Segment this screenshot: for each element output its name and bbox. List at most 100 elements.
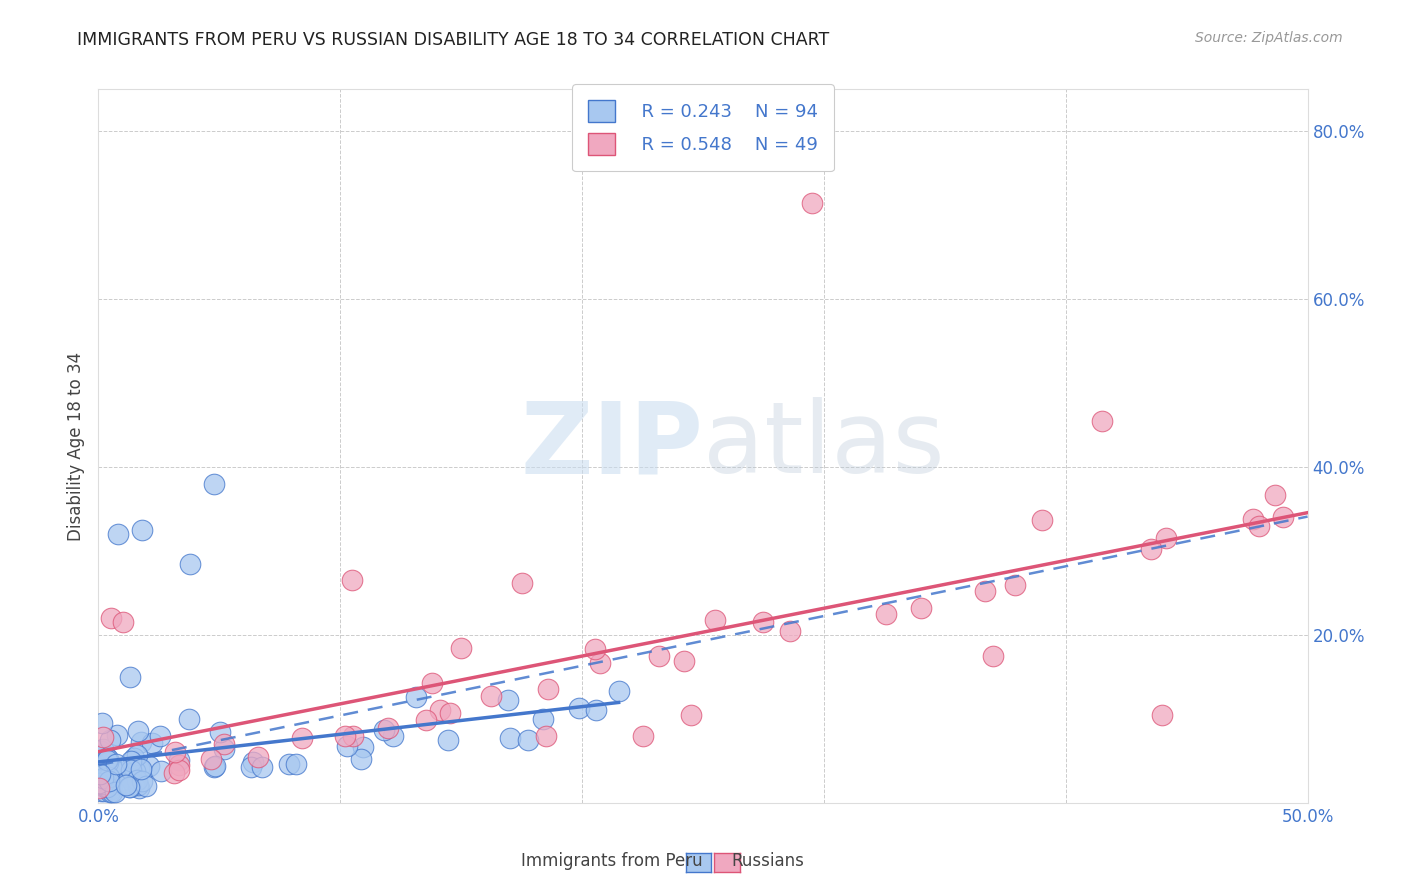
Point xyxy=(583,642,606,657)
Point xyxy=(585,703,607,717)
Point xyxy=(373,723,395,738)
Point xyxy=(422,676,444,690)
Point xyxy=(679,707,702,722)
Point xyxy=(90,784,112,798)
Point xyxy=(90,772,112,787)
Point xyxy=(93,784,115,798)
Point xyxy=(127,724,149,739)
Point xyxy=(450,640,472,655)
Point xyxy=(120,763,142,777)
Point xyxy=(125,772,148,787)
Text: Immigrants from Peru: Immigrants from Peru xyxy=(522,852,703,870)
Point xyxy=(239,759,262,773)
Point xyxy=(87,780,110,795)
Point xyxy=(1272,509,1295,524)
Point xyxy=(291,731,314,745)
Point xyxy=(97,770,120,784)
Point xyxy=(537,681,560,696)
Point xyxy=(100,782,122,797)
Point xyxy=(118,768,141,782)
Point xyxy=(1247,518,1270,533)
Point xyxy=(510,575,533,590)
Point xyxy=(131,774,153,789)
Point xyxy=(631,729,654,743)
Point xyxy=(377,721,399,735)
Point xyxy=(333,730,356,744)
Point xyxy=(111,615,134,630)
Point xyxy=(1031,513,1053,527)
Point xyxy=(568,701,591,715)
Point xyxy=(90,776,112,790)
Point xyxy=(87,776,110,790)
Point xyxy=(118,780,141,794)
Point xyxy=(114,778,136,792)
Point xyxy=(200,752,222,766)
Point xyxy=(118,760,141,774)
Point xyxy=(246,749,269,764)
Point xyxy=(250,760,273,774)
Point xyxy=(120,754,142,768)
Point xyxy=(350,751,373,765)
Text: ZIP: ZIP xyxy=(520,398,703,494)
Point xyxy=(204,759,226,773)
Point xyxy=(1241,512,1264,526)
Point xyxy=(97,773,120,788)
Point xyxy=(429,703,451,717)
Point xyxy=(209,725,232,739)
Point xyxy=(104,757,127,772)
Point xyxy=(479,689,502,703)
Point xyxy=(415,714,437,728)
Point xyxy=(115,778,138,792)
Text: Source: ZipAtlas.com: Source: ZipAtlas.com xyxy=(1195,31,1343,45)
Point xyxy=(107,760,129,774)
Point xyxy=(101,785,124,799)
Point xyxy=(498,693,520,707)
Point xyxy=(1091,414,1114,428)
Point xyxy=(285,756,308,771)
Point xyxy=(336,739,359,754)
Point xyxy=(97,752,120,766)
Point xyxy=(96,751,118,765)
Point xyxy=(89,766,111,780)
Point xyxy=(167,763,190,777)
Point xyxy=(100,765,122,780)
Point xyxy=(405,690,427,704)
Point xyxy=(150,764,173,778)
Point xyxy=(278,756,301,771)
Point xyxy=(91,715,114,730)
Point xyxy=(96,753,118,767)
Point xyxy=(97,755,120,769)
Point xyxy=(1154,531,1177,545)
Point xyxy=(973,583,995,598)
Point xyxy=(112,777,135,791)
Point xyxy=(128,780,150,795)
Point xyxy=(875,607,897,622)
Point xyxy=(122,750,145,764)
Point xyxy=(98,784,121,798)
Point xyxy=(202,760,225,774)
Point xyxy=(148,729,170,743)
Point xyxy=(437,733,460,747)
Text: atlas: atlas xyxy=(703,398,945,494)
Point xyxy=(105,728,128,742)
Point xyxy=(94,772,117,787)
Point xyxy=(167,758,190,772)
Point xyxy=(169,753,191,767)
Point xyxy=(163,765,186,780)
Point xyxy=(141,736,163,750)
Point xyxy=(534,729,557,743)
Point xyxy=(97,769,120,783)
Point xyxy=(752,615,775,630)
Point xyxy=(122,779,145,793)
Point xyxy=(214,738,236,752)
Point xyxy=(517,733,540,747)
Point xyxy=(342,574,364,588)
Point xyxy=(100,611,122,625)
Point xyxy=(165,745,187,759)
Point xyxy=(1140,542,1163,557)
Point xyxy=(118,780,141,794)
Text: Russians: Russians xyxy=(731,852,804,870)
Point xyxy=(91,771,114,785)
Point xyxy=(242,755,264,769)
Point xyxy=(91,777,114,791)
